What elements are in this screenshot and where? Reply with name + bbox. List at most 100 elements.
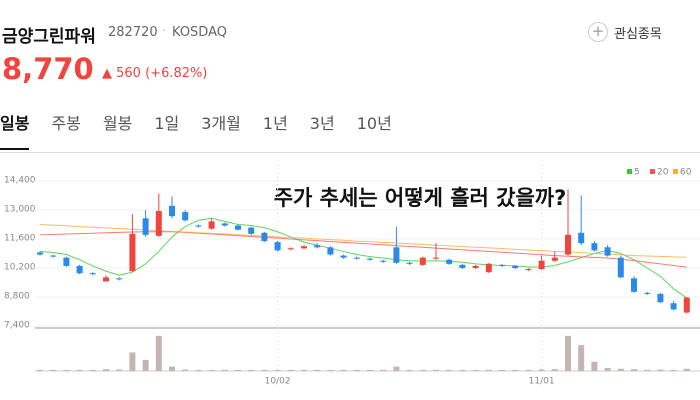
candle-body (261, 232, 268, 242)
candle-body (538, 260, 545, 270)
period-tab[interactable]: 1일 (154, 114, 180, 133)
moving-average (39, 224, 687, 258)
change-pct: (+6.82%) (145, 66, 208, 81)
volume-bar (683, 368, 690, 371)
x-tick-label: 10/02 (265, 377, 291, 387)
volume-bar (221, 369, 228, 371)
candle-body (76, 265, 83, 274)
change-value: 560 (116, 66, 141, 81)
candle-body (274, 242, 281, 251)
stock-name: 금양그린파워 (2, 27, 96, 47)
candle-body (591, 243, 598, 251)
candle-body (327, 247, 334, 255)
legend-swatch (627, 169, 632, 174)
period-tab[interactable]: 일봉 (0, 110, 30, 150)
volume-bar (578, 345, 585, 371)
volume-bar (538, 369, 545, 371)
volume-bar (525, 369, 532, 371)
legend-label: 5 (634, 168, 640, 178)
candle-body (248, 227, 255, 234)
candle-body (103, 277, 109, 282)
period-tab[interactable]: 주봉 (51, 114, 81, 133)
y-tick-label: 10,200 (4, 263, 36, 273)
volume-bar (551, 369, 558, 371)
candle-body (50, 255, 57, 257)
candle-body (301, 246, 307, 249)
candle-body (116, 278, 123, 280)
moving-average (39, 231, 687, 268)
volume-bar (340, 369, 347, 371)
moving-average (39, 217, 688, 299)
volume-bar (631, 369, 637, 371)
candle-body (419, 257, 426, 265)
y-tick-label: 14,400 (4, 176, 36, 186)
candle-body (617, 257, 624, 278)
period-tab[interactable]: 10년 (356, 114, 392, 133)
candle-body (208, 221, 215, 229)
candle-body (182, 212, 189, 221)
volume-bar (63, 369, 70, 371)
volume-bar (512, 369, 519, 371)
volume-bar (380, 369, 387, 371)
volume-bar (617, 368, 624, 371)
candle-body (551, 257, 558, 261)
candle-body (37, 252, 43, 255)
volume-bar (367, 369, 373, 371)
volume-bar (419, 369, 426, 371)
period-tab[interactable]: 3년 (309, 114, 335, 133)
volume-bar (37, 369, 43, 371)
candle-body (340, 255, 347, 258)
volume-bar (657, 369, 664, 371)
candle-body (604, 247, 611, 256)
volume-bar (406, 369, 413, 371)
candle-body (393, 247, 400, 263)
volume-bar (129, 352, 136, 371)
candle-body (155, 211, 162, 236)
volume-bar (393, 366, 400, 371)
candle-body (287, 248, 294, 250)
volume-bar (604, 368, 611, 371)
period-tabs: 일봉 주봉 월봉 1일 3개월 1년 3년 10년 (0, 110, 414, 150)
candle-body (129, 233, 136, 272)
candle-body (314, 245, 321, 248)
period-tab[interactable]: 월봉 (102, 114, 133, 133)
volume-bar (499, 369, 505, 371)
y-tick-label: 7,400 (4, 321, 30, 331)
period-tab[interactable]: 1년 (262, 114, 288, 133)
period-tab[interactable]: 3개월 (201, 114, 241, 133)
watch-button[interactable]: + 관심종목 (588, 22, 662, 42)
candle-body (657, 293, 664, 303)
candle-body (446, 259, 453, 264)
legend-swatch (650, 169, 655, 174)
candle-body (472, 265, 479, 268)
volume-bar (591, 361, 598, 371)
volume-bar (314, 369, 321, 371)
volume-bar (261, 369, 268, 371)
volume-bar (301, 369, 307, 371)
volume-bar (89, 369, 96, 371)
volume-bar (195, 369, 202, 371)
volume-bar (327, 369, 334, 371)
volume-bar (116, 369, 123, 371)
volume-bar (103, 369, 109, 371)
candle-body (169, 205, 175, 217)
volume-bar (287, 369, 294, 371)
volume-bar (565, 335, 571, 371)
candle-body (235, 225, 241, 230)
candle-body (683, 297, 690, 313)
candle-body (565, 234, 571, 255)
candle-body (670, 303, 677, 310)
volume-bar (208, 369, 215, 371)
volume-bar (76, 369, 83, 371)
change: ▲ 560 (+6.82%) (102, 66, 208, 81)
price: 8,770 (2, 52, 94, 86)
volume-bar (472, 369, 479, 371)
market: KOSDAQ (172, 25, 227, 40)
candle-body (380, 260, 387, 262)
candle-body (63, 257, 70, 266)
candle-body (142, 218, 149, 235)
candle-body (578, 232, 585, 244)
x-tick-label: 11/01 (529, 377, 555, 387)
